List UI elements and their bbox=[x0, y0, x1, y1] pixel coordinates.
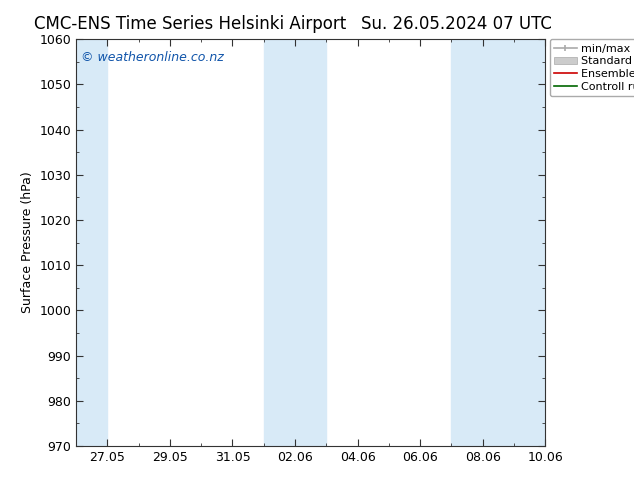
Text: © weatheronline.co.nz: © weatheronline.co.nz bbox=[81, 51, 224, 64]
Y-axis label: Surface Pressure (hPa): Surface Pressure (hPa) bbox=[21, 172, 34, 314]
Text: CMC-ENS Time Series Helsinki Airport: CMC-ENS Time Series Helsinki Airport bbox=[34, 15, 346, 33]
Bar bbox=[76, 39, 107, 446]
Text: Su. 26.05.2024 07 UTC: Su. 26.05.2024 07 UTC bbox=[361, 15, 552, 33]
Bar bbox=[451, 39, 545, 446]
Bar bbox=[264, 39, 327, 446]
Legend: min/max, Standard deviation, Ensemble mean run, Controll run: min/max, Standard deviation, Ensemble me… bbox=[550, 39, 634, 97]
